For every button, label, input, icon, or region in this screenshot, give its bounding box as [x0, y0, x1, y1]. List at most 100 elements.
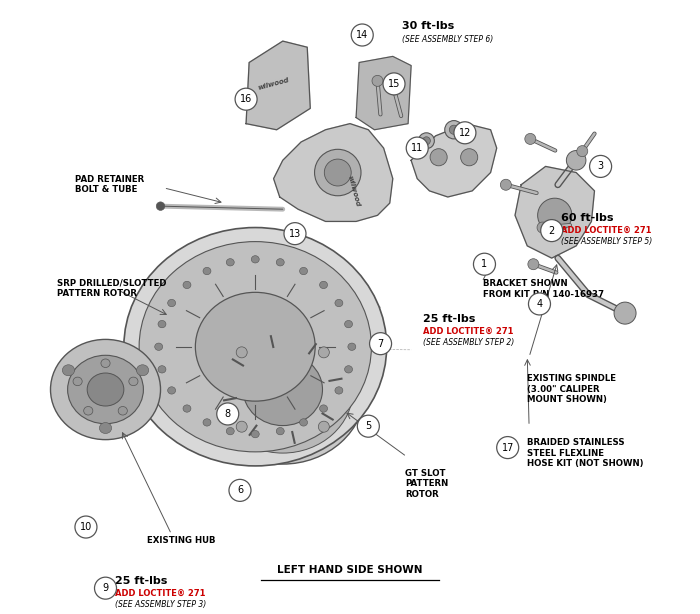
Ellipse shape: [158, 366, 166, 373]
Ellipse shape: [226, 258, 234, 266]
Text: 60 ft-lbs: 60 ft-lbs: [561, 214, 613, 223]
Circle shape: [318, 347, 329, 358]
Ellipse shape: [213, 326, 353, 453]
Polygon shape: [246, 41, 310, 130]
Circle shape: [406, 137, 428, 159]
Polygon shape: [515, 166, 594, 258]
Circle shape: [156, 202, 164, 211]
Text: 8: 8: [225, 409, 231, 419]
Ellipse shape: [183, 281, 191, 289]
Text: 4: 4: [536, 299, 542, 309]
Ellipse shape: [50, 340, 160, 440]
Text: (SEE ASSEMBLY STEP 3): (SEE ASSEMBLY STEP 3): [115, 599, 206, 608]
Ellipse shape: [348, 343, 356, 351]
Circle shape: [94, 577, 116, 599]
Text: ADD LOCTITE® 271: ADD LOCTITE® 271: [115, 589, 205, 597]
Circle shape: [235, 88, 257, 110]
Circle shape: [236, 347, 247, 358]
Text: (SEE ASSEMBLY STEP 6): (SEE ASSEMBLY STEP 6): [402, 35, 493, 44]
Ellipse shape: [335, 300, 343, 307]
Text: 17: 17: [501, 443, 514, 453]
Text: 25 ft-lbs: 25 ft-lbs: [424, 314, 476, 324]
Text: ADD LOCTITE® 271: ADD LOCTITE® 271: [561, 226, 652, 235]
Circle shape: [217, 403, 239, 425]
Ellipse shape: [168, 300, 176, 307]
Circle shape: [525, 133, 536, 144]
Ellipse shape: [276, 258, 284, 266]
Text: 5: 5: [365, 421, 372, 431]
Ellipse shape: [200, 315, 365, 464]
Ellipse shape: [168, 387, 176, 394]
Circle shape: [444, 120, 463, 139]
Circle shape: [454, 122, 476, 144]
Ellipse shape: [335, 387, 343, 394]
Ellipse shape: [320, 405, 328, 412]
Text: 14: 14: [356, 30, 368, 40]
Circle shape: [528, 258, 539, 270]
Text: PAD RETAINER
BOLT & TUBE: PAD RETAINER BOLT & TUBE: [75, 175, 144, 195]
Circle shape: [318, 421, 329, 432]
Ellipse shape: [155, 343, 162, 351]
Ellipse shape: [84, 406, 93, 415]
Text: 2: 2: [549, 225, 555, 236]
Ellipse shape: [320, 281, 328, 289]
Text: (SEE ASSEMBLY STEP 5): (SEE ASSEMBLY STEP 5): [561, 237, 652, 246]
Text: LEFT HAND SIDE SHOWN: LEFT HAND SIDE SHOWN: [277, 565, 423, 575]
Ellipse shape: [251, 255, 259, 263]
Text: 25 ft-lbs: 25 ft-lbs: [115, 576, 167, 586]
Circle shape: [500, 179, 512, 190]
Text: BRACKET SHOWN
FROM KIT P/N 140-16937: BRACKET SHOWN FROM KIT P/N 140-16937: [483, 279, 604, 299]
Ellipse shape: [62, 365, 75, 376]
Circle shape: [538, 198, 572, 233]
Ellipse shape: [99, 422, 111, 433]
Text: (SEE ASSEMBLY STEP 2): (SEE ASSEMBLY STEP 2): [424, 338, 514, 347]
Text: EXISTING HUB: EXISTING HUB: [147, 536, 216, 545]
Circle shape: [473, 253, 496, 275]
Circle shape: [540, 220, 563, 241]
Circle shape: [419, 133, 434, 149]
Ellipse shape: [73, 377, 82, 386]
Circle shape: [324, 159, 351, 186]
Text: 30 ft-lbs: 30 ft-lbs: [402, 21, 454, 31]
Text: ADD LOCTITE® 271: ADD LOCTITE® 271: [424, 327, 514, 336]
Ellipse shape: [251, 430, 259, 438]
Text: 15: 15: [388, 79, 400, 89]
Text: 10: 10: [80, 522, 92, 532]
Text: GT SLOT
PATTERN
ROTOR: GT SLOT PATTERN ROTOR: [405, 469, 448, 499]
Ellipse shape: [183, 405, 191, 412]
Polygon shape: [411, 123, 497, 197]
Circle shape: [577, 146, 588, 157]
Text: 16: 16: [240, 94, 252, 104]
Text: 1: 1: [482, 259, 487, 269]
Ellipse shape: [88, 373, 124, 406]
Ellipse shape: [136, 365, 148, 376]
Ellipse shape: [226, 427, 234, 435]
Ellipse shape: [243, 354, 323, 426]
Circle shape: [236, 421, 247, 432]
Ellipse shape: [203, 267, 211, 274]
Text: 11: 11: [411, 143, 424, 153]
Circle shape: [229, 480, 251, 502]
Text: 13: 13: [289, 228, 301, 239]
Ellipse shape: [129, 377, 138, 386]
Circle shape: [528, 293, 550, 315]
Ellipse shape: [276, 427, 284, 435]
Circle shape: [357, 415, 379, 437]
Text: SRP DRILLED/SLOTTED
PATTERN ROTOR: SRP DRILLED/SLOTTED PATTERN ROTOR: [57, 279, 166, 298]
Text: 3: 3: [598, 161, 603, 171]
Text: BRAIDED STAINLESS
STEEL FLEXLINE
HOSE KIT (NOT SHOWN): BRAIDED STAINLESS STEEL FLEXLINE HOSE KI…: [527, 438, 644, 468]
Text: 9: 9: [102, 583, 108, 593]
Circle shape: [372, 76, 383, 87]
Ellipse shape: [344, 366, 353, 373]
Circle shape: [449, 125, 459, 134]
Text: wilwood: wilwood: [346, 174, 360, 207]
Ellipse shape: [158, 321, 166, 328]
Text: EXISTING SPINDLE
(3.00" CALIPER
MOUNT SHOWN): EXISTING SPINDLE (3.00" CALIPER MOUNT SH…: [527, 375, 616, 404]
Circle shape: [75, 516, 97, 538]
Ellipse shape: [101, 359, 110, 368]
Ellipse shape: [300, 419, 307, 426]
Circle shape: [461, 149, 477, 166]
Circle shape: [314, 149, 361, 196]
Ellipse shape: [195, 292, 315, 401]
Ellipse shape: [139, 241, 372, 452]
